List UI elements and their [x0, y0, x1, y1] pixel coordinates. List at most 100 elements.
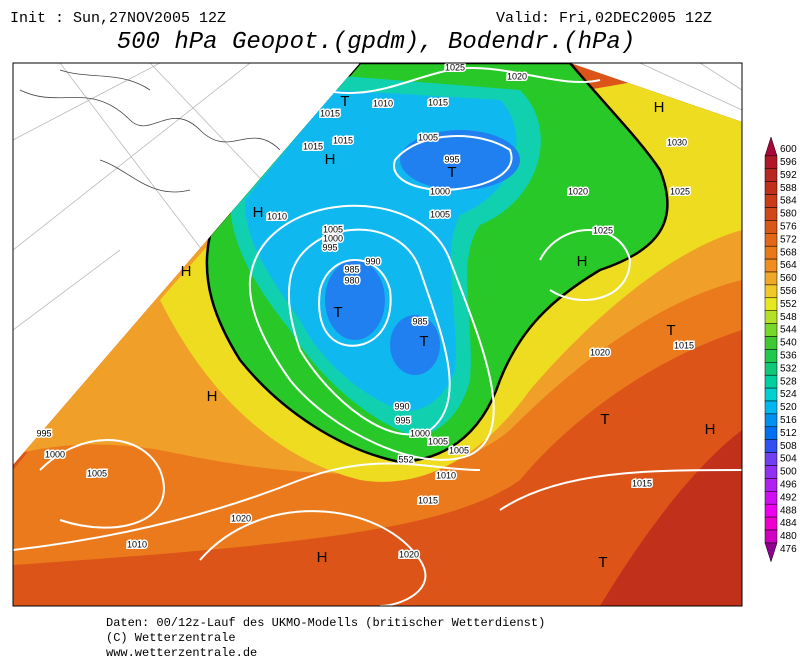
pressure-center: T: [598, 554, 607, 571]
colorbar-label: 580: [780, 209, 797, 220]
colorbar-label: 520: [780, 402, 797, 413]
colorbar-label: 492: [780, 492, 797, 503]
pressure-center: T: [447, 164, 456, 181]
colorbar-label: 564: [780, 260, 797, 271]
pressure-center: H: [705, 421, 716, 438]
colorbar-label: 588: [780, 183, 797, 194]
colorbar-swatch: [764, 181, 778, 195]
pressure-center: H: [325, 151, 336, 168]
colorbar-swatch: [764, 258, 778, 273]
pressure-center: H: [207, 388, 218, 405]
colorbar-swatch: [764, 362, 778, 376]
isobar-label: 1025: [445, 62, 465, 72]
isobar-label: 1020: [590, 347, 610, 357]
colorbar-label: 584: [780, 196, 797, 207]
colorbar-swatch: [764, 426, 778, 440]
colorbar-label: 496: [780, 479, 797, 490]
footer-copyright: (C) Wetterzentrale: [106, 631, 236, 645]
isobar-label: 552: [398, 454, 413, 464]
colorbar-swatch: [764, 478, 778, 492]
isobar-label: 1015: [320, 108, 340, 118]
colorbar-swatch: [764, 155, 778, 170]
isobar-label: 1020: [507, 71, 527, 81]
map-frame: [12, 62, 743, 607]
footer-url: www.wetterzentrale.de: [106, 646, 257, 658]
colorbar-swatch: [764, 233, 778, 247]
colorbar-label: 540: [780, 338, 797, 349]
colorbar-swatch: [764, 452, 778, 466]
isobar-label: 995: [36, 428, 51, 438]
colorbar-swatch: [764, 516, 778, 531]
isobar-label: 1015: [418, 495, 438, 505]
isobar-label: 1025: [593, 225, 613, 235]
colorbar-swatch: [764, 271, 778, 286]
colorbar-swatch: [764, 413, 778, 428]
colorbar-swatch: [764, 245, 778, 260]
isobar-label: 1010: [267, 211, 287, 221]
isobar-label: 1005: [87, 468, 107, 478]
pressure-center: T: [600, 411, 609, 428]
map-title: 500 hPa Geopot.(gpdm), Bodendr.(hPa): [117, 29, 635, 56]
init-time: Init : Sun,27NOV2005 12Z: [10, 10, 226, 27]
isobar-label: 1020: [231, 513, 251, 523]
isobar-label: 1020: [399, 549, 419, 559]
isobar-label: 1015: [333, 135, 353, 145]
isobar-label: 1000: [45, 449, 65, 459]
colorbar-label: 512: [780, 428, 797, 439]
colorbar-swatch: [764, 439, 778, 453]
isobar-label: 1010: [373, 98, 393, 108]
isobar-label: 1025: [670, 186, 690, 196]
colorbar-label: 548: [780, 312, 797, 323]
colorbar-label: 560: [780, 273, 797, 284]
isobar-label: 980: [344, 275, 359, 285]
colorbar-label: 488: [780, 505, 797, 516]
colorbar-label: 572: [780, 234, 797, 245]
colorbar-swatch: [764, 349, 778, 363]
colorbar-label: 476: [780, 544, 797, 555]
colorbar-label: 600: [780, 144, 797, 155]
isobar-label: 1005: [430, 209, 450, 219]
pressure-center: T: [666, 322, 675, 339]
pressure-center: H: [577, 253, 588, 270]
isobar-label: 1015: [674, 340, 694, 350]
isobar-label: 1030: [667, 137, 687, 147]
isobar-label: 1020: [568, 186, 588, 196]
isobar-label: 1005: [418, 132, 438, 142]
isobar-label: 985: [344, 264, 359, 274]
colorbar-swatch: [764, 310, 778, 324]
colorbar-label: 596: [780, 157, 797, 168]
colorbar-label: 544: [780, 325, 797, 336]
colorbar-swatch: [764, 374, 778, 389]
colorbar-swatch: [764, 194, 778, 208]
isobar-label: 1005: [449, 445, 469, 455]
isobar-label: 995: [395, 415, 410, 425]
colorbar-label: 592: [780, 170, 797, 181]
colorbar-swatch: [764, 336, 778, 350]
colorbar-label: 524: [780, 389, 797, 400]
isobar-label: 1010: [127, 539, 147, 549]
colorbar-swatch: [764, 284, 778, 299]
coastlines: [19, 69, 281, 193]
colorbar-label: 508: [780, 441, 797, 452]
colorbar-label: 568: [780, 247, 797, 258]
map-labels: 1025 1020 1010 1015 1015 1015 1015 1005 995 1000 1…: [35, 62, 716, 571]
colorbar-label: 576: [780, 221, 797, 232]
pressure-center: T: [333, 304, 342, 321]
colorbar-label: 484: [780, 518, 797, 529]
colorbar-label: 536: [780, 350, 797, 361]
colorbar-label: 528: [780, 376, 797, 387]
isobar-label: 1005: [323, 224, 343, 234]
isobar-label: 985: [412, 316, 427, 326]
isobar-label: 995: [322, 242, 337, 252]
colorbar-swatch: [764, 400, 778, 415]
colorbar-swatch: [764, 503, 778, 518]
isobar-label: 990: [394, 401, 409, 411]
colorbar-swatch: [764, 297, 778, 311]
isobar-label: 1015: [632, 478, 652, 488]
colorbar-swatch: [764, 168, 778, 182]
isobar-label: 1005: [428, 436, 448, 446]
pressure-center: H: [181, 263, 192, 280]
isobar-label: 1015: [303, 141, 323, 151]
valid-time: Valid: Fri,02DEC2005 12Z: [496, 10, 712, 27]
